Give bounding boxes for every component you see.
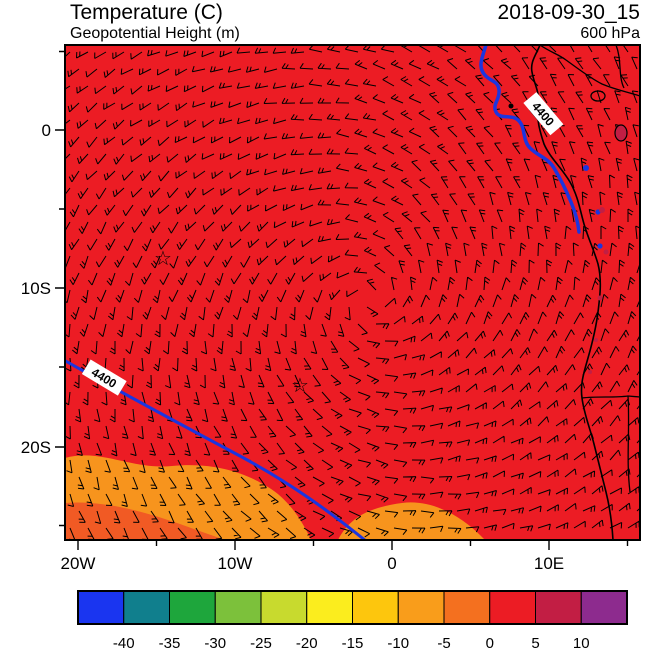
star-marker: ☆ (154, 248, 172, 270)
colorbar-cell (535, 590, 582, 625)
x-axis-tick-label: 0 (387, 554, 396, 573)
axis-labels: 20W 10W 0 10E 0 10S 20S (21, 121, 564, 573)
lake-outline (590, 90, 606, 102)
plot-title: Temperature (C) (70, 1, 223, 24)
x-axis-tick-label: 10W (218, 554, 253, 573)
colorbar-border (77, 590, 628, 625)
temp-dark-orange-region (65, 502, 226, 540)
pressure-level: 600 hPa (580, 25, 640, 42)
colorbar-labels: -40 -35 -30 -25 -20 -15 -10 -5 0 5 10 (113, 635, 590, 652)
y-axis-tick-label: 20S (21, 438, 51, 457)
country-border (539, 45, 640, 97)
height-contour-fragment (597, 243, 603, 249)
lake-outline (614, 124, 628, 142)
station-markers: ☆☆ (154, 248, 309, 397)
valid-datetime: 2018-09-30_15 (497, 1, 640, 24)
x-axis-tick-label: 20W (61, 554, 96, 573)
colorbar-cell (306, 590, 353, 625)
colorbar-cell (580, 590, 628, 625)
y-axis-tick-label: 10S (21, 279, 51, 298)
map-frame (64, 44, 641, 541)
colorbar (77, 590, 628, 625)
colorbar-cell (352, 590, 399, 625)
colorbar-tick-label: 10 (573, 635, 590, 652)
x-axis-tick-label: 10E (534, 554, 564, 573)
colorbar-tick-label: -15 (342, 635, 364, 652)
colorbar-tick-label: -25 (250, 635, 272, 652)
country-border (615, 45, 625, 89)
temp-orange-region (338, 502, 485, 540)
country-border (627, 395, 631, 493)
colorbar-tick-label: -30 (204, 635, 226, 652)
y-axis-tick-label: 0 (42, 121, 51, 140)
height-contour-fragment (583, 165, 589, 171)
colorbar-cell (260, 590, 308, 625)
colorbar-tick-label: 0 (486, 635, 494, 652)
coastal-specks (588, 207, 609, 374)
star-marker: ☆ (291, 375, 309, 397)
city-dot (508, 103, 514, 109)
colorbar-cell (489, 590, 536, 625)
axis-ticks (55, 50, 629, 550)
colorbar-cell (443, 590, 491, 625)
colorbar-tick-label: -20 (296, 635, 318, 652)
colorbar-cell (123, 590, 170, 625)
plot-subtitle: Geopotential Height (m) (70, 25, 240, 42)
height-contour-coastal (479, 45, 581, 234)
colorbar-tick-label: -35 (159, 635, 181, 652)
colorbar-tick-label: -5 (437, 635, 450, 652)
colorbar-tick-label: 5 (531, 635, 539, 652)
colorbar-cell (214, 590, 262, 625)
colorbar-cell (397, 590, 445, 625)
colorbar-tick-label: -40 (113, 635, 135, 652)
colorbar-tick-label: -10 (387, 635, 409, 652)
colorbar-cell (77, 590, 125, 625)
colorbar-cell (169, 590, 216, 625)
